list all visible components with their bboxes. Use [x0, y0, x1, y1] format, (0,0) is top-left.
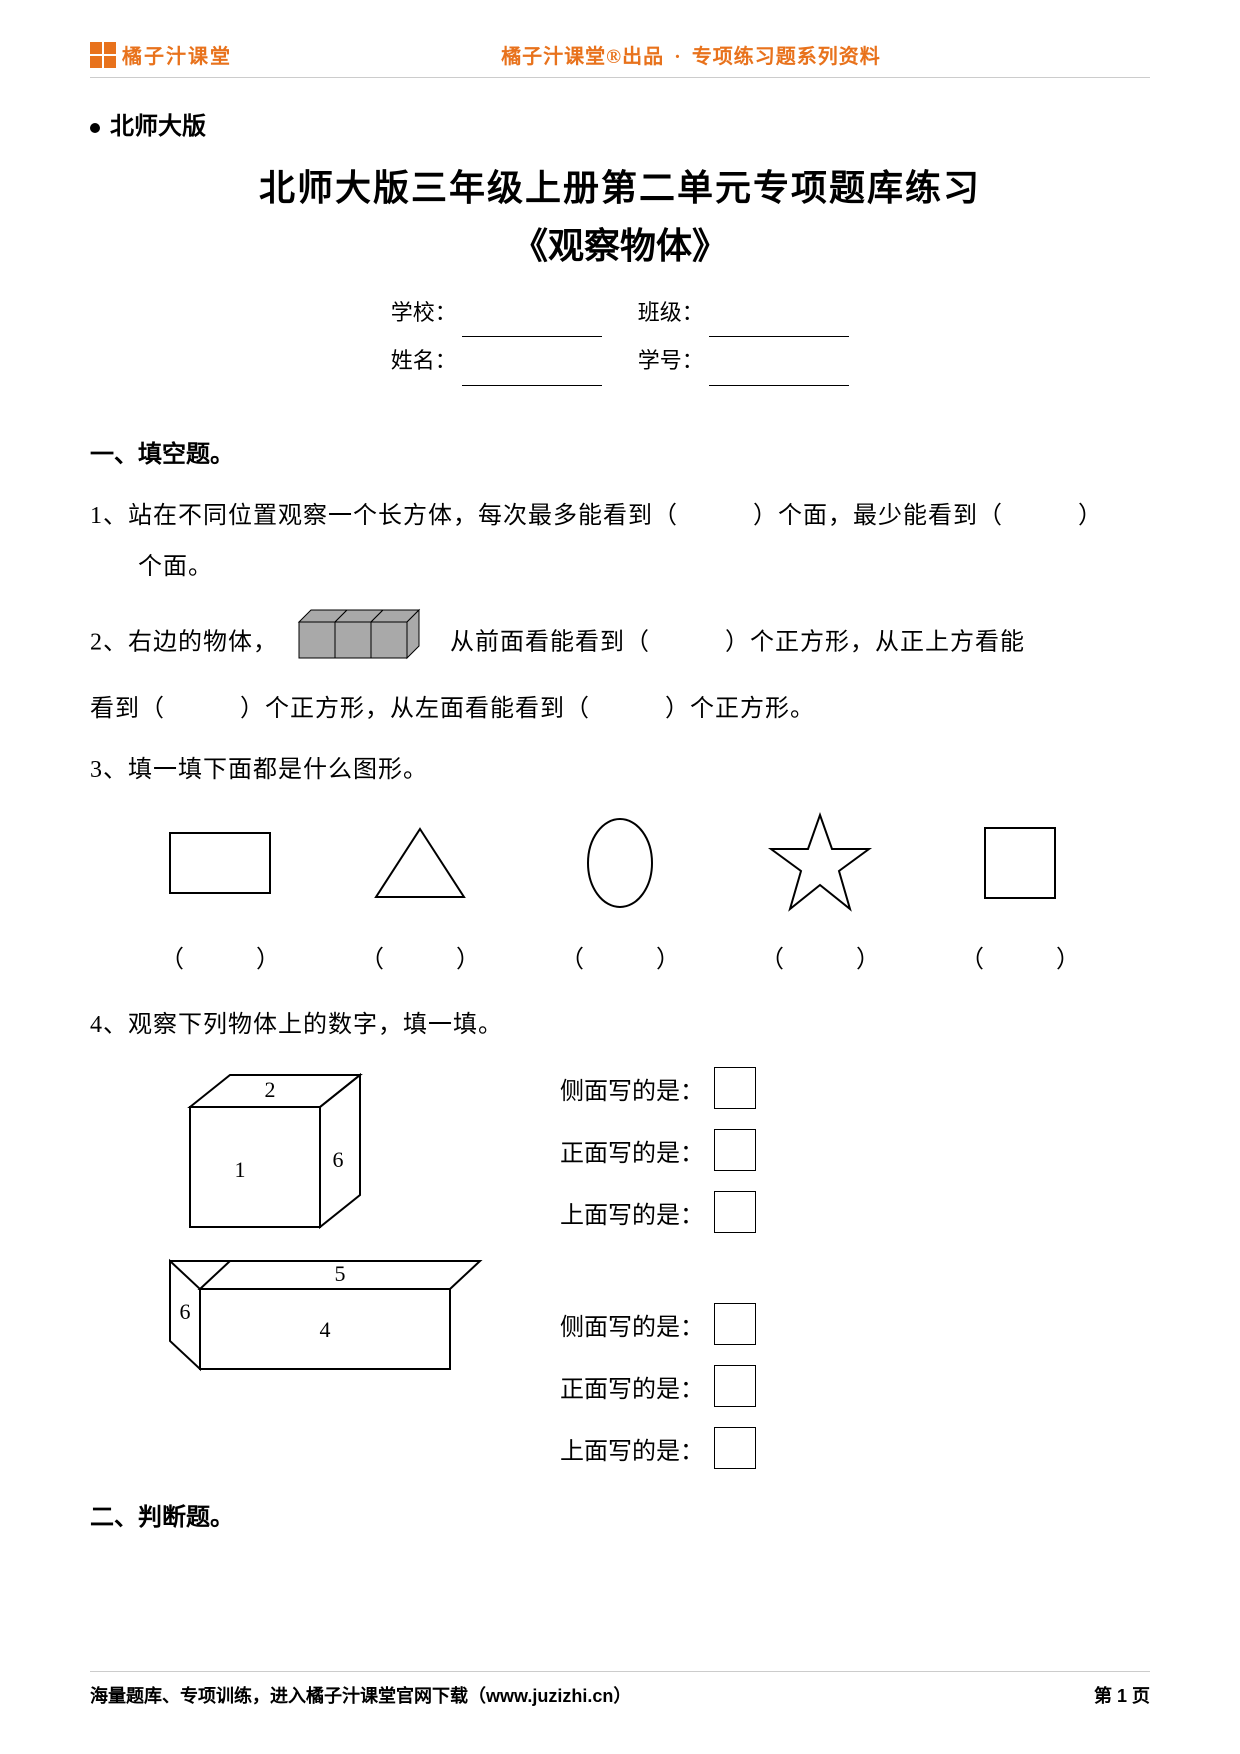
question-3: 3、填一填下面都是什么图形。 — [90, 745, 1150, 797]
shape-blank[interactable]: （ ） — [760, 939, 880, 974]
header-right-text: 专项练习题系列资料 — [692, 46, 881, 68]
rectangle-icon — [165, 828, 275, 898]
answer-box[interactable] — [714, 1427, 756, 1469]
header-left-text: 橘子汁课堂®出品 — [501, 46, 664, 68]
footer-right: 第 1 页 — [1094, 1682, 1150, 1708]
shape-triangle: （ ） — [330, 823, 510, 974]
answer-box[interactable] — [714, 1129, 756, 1171]
q1-text-b: 个面。 — [90, 542, 1150, 594]
student-info: 学校： 班级： 姓名： 学号： — [90, 289, 1150, 386]
cube-b-side-num: 6 — [180, 1299, 191, 1324]
cube-a-top-num: 2 — [265, 1077, 276, 1102]
question-4: 4、观察下列物体上的数字，填一填。 — [90, 1000, 1150, 1052]
cube-a-figure: 2 1 6 — [160, 1067, 390, 1242]
shape-rectangle: （ ） — [130, 823, 310, 974]
answer-group-b: 侧面写的是： 正面写的是： 上面写的是： — [560, 1303, 1150, 1469]
edition-text: 北师大版 — [110, 114, 206, 140]
answer-box[interactable] — [714, 1365, 756, 1407]
logo-icon — [90, 42, 116, 68]
shape-star: （ ） — [730, 823, 910, 974]
header-sep: · — [674, 46, 682, 68]
page-title: 北师大版三年级上册第二单元专项题库练习 — [90, 159, 1150, 211]
question-1: 1、站在不同位置观察一个长方体，每次最多能看到（ ）个面，最少能看到（ ） 个面… — [90, 491, 1150, 594]
answer-group-a: 侧面写的是： 正面写的是： 上面写的是： — [560, 1067, 1150, 1233]
section-one-title: 一、填空题。 — [90, 434, 1150, 469]
page-footer: 海量题库、专项训练，进入橘子汁课堂官网下载（www.juzizhi.cn） 第 … — [90, 1671, 1150, 1708]
shape-blank[interactable]: （ ） — [360, 939, 480, 974]
ans-b-front: 正面写的是： — [560, 1365, 1150, 1407]
label-front: 正面写的是： — [560, 1133, 704, 1168]
shape-square: （ ） — [930, 823, 1110, 974]
q4-figures: 2 1 6 5 4 6 — [90, 1067, 560, 1398]
answer-box[interactable] — [714, 1191, 756, 1233]
ans-b-top: 上面写的是： — [560, 1427, 1150, 1469]
id-blank[interactable] — [709, 362, 849, 386]
q2-text-a: 2、右边的物体， — [90, 629, 278, 655]
cube-a-front-num: 1 — [235, 1157, 246, 1182]
square-icon — [980, 823, 1060, 903]
q2-text-c: 看到（ ）个正方形，从左面看能看到（ ）个正方形。 — [90, 696, 815, 722]
answer-box[interactable] — [714, 1303, 756, 1345]
cube-b-front-num: 4 — [320, 1317, 331, 1342]
cube-b-top-num: 5 — [335, 1261, 346, 1286]
name-label: 姓名： — [391, 348, 457, 373]
footer-left: 海量题库、专项训练，进入橘子汁课堂官网下载（www.juzizhi.cn） — [90, 1682, 631, 1708]
q4-body: 2 1 6 5 4 6 侧面写的是： 正面 — [90, 1067, 1150, 1489]
id-label: 学号： — [638, 348, 704, 373]
q1-text-a: 1、站在不同位置观察一个长方体，每次最多能看到（ ）个面，最少能看到（ ） — [90, 503, 1103, 529]
page-header: 橘子汁课堂 橘子汁课堂®出品 · 专项练习题系列资料 — [90, 40, 1150, 78]
class-blank[interactable] — [709, 313, 849, 337]
school-label: 学校： — [391, 300, 457, 325]
edition-line: 北师大版 — [90, 106, 1150, 141]
shape-ellipse: （ ） — [530, 823, 710, 974]
brand-logo: 橘子汁课堂 — [90, 40, 232, 69]
ans-a-top: 上面写的是： — [560, 1191, 1150, 1233]
q2-text-b: 从前面看能看到（ ）个正方形，从正上方看能 — [450, 629, 1025, 655]
cube-a-side-num: 6 — [333, 1147, 344, 1172]
three-cubes-icon — [289, 604, 439, 664]
school-blank[interactable] — [462, 313, 602, 337]
name-blank[interactable] — [462, 362, 602, 386]
shape-blank[interactable]: （ ） — [160, 939, 280, 974]
shapes-row: （ ） （ ） （ ） （ ） （ ） — [120, 823, 1120, 974]
q3-text: 3、填一填下面都是什么图形。 — [90, 757, 428, 783]
shape-blank[interactable]: （ ） — [560, 939, 680, 974]
answer-box[interactable] — [714, 1067, 756, 1109]
cube-b-figure: 5 4 6 — [160, 1253, 500, 1393]
page-subtitle: 《观察物体》 — [90, 217, 1150, 269]
triangle-icon — [370, 823, 470, 903]
ans-a-front: 正面写的是： — [560, 1129, 1150, 1171]
class-label: 班级： — [638, 300, 704, 325]
ellipse-icon — [580, 815, 660, 911]
shape-blank[interactable]: （ ） — [960, 939, 1080, 974]
section-two-title: 二、判断题。 — [90, 1497, 1150, 1532]
label-front: 正面写的是： — [560, 1369, 704, 1404]
cube-row-figure — [289, 604, 439, 684]
brand-text: 橘子汁课堂 — [122, 40, 232, 69]
star-icon — [765, 811, 875, 915]
q4-text: 4、观察下列物体上的数字，填一填。 — [90, 1012, 503, 1038]
question-2: 2、右边的物体， 从前面看能看到（ ）个正方形，从正上方看能 看到（ ）个正方形… — [90, 604, 1150, 735]
label-top: 上面写的是： — [560, 1431, 704, 1466]
bullet-icon — [90, 123, 100, 133]
ans-b-side: 侧面写的是： — [560, 1303, 1150, 1345]
q4-answers: 侧面写的是： 正面写的是： 上面写的是： 侧面写的是： 正面 — [560, 1067, 1150, 1489]
ans-a-side: 侧面写的是： — [560, 1067, 1150, 1109]
header-center-text: 橘子汁课堂®出品 · 专项练习题系列资料 — [232, 40, 1150, 69]
label-side: 侧面写的是： — [560, 1071, 704, 1106]
label-top: 上面写的是： — [560, 1195, 704, 1230]
label-side: 侧面写的是： — [560, 1307, 704, 1342]
